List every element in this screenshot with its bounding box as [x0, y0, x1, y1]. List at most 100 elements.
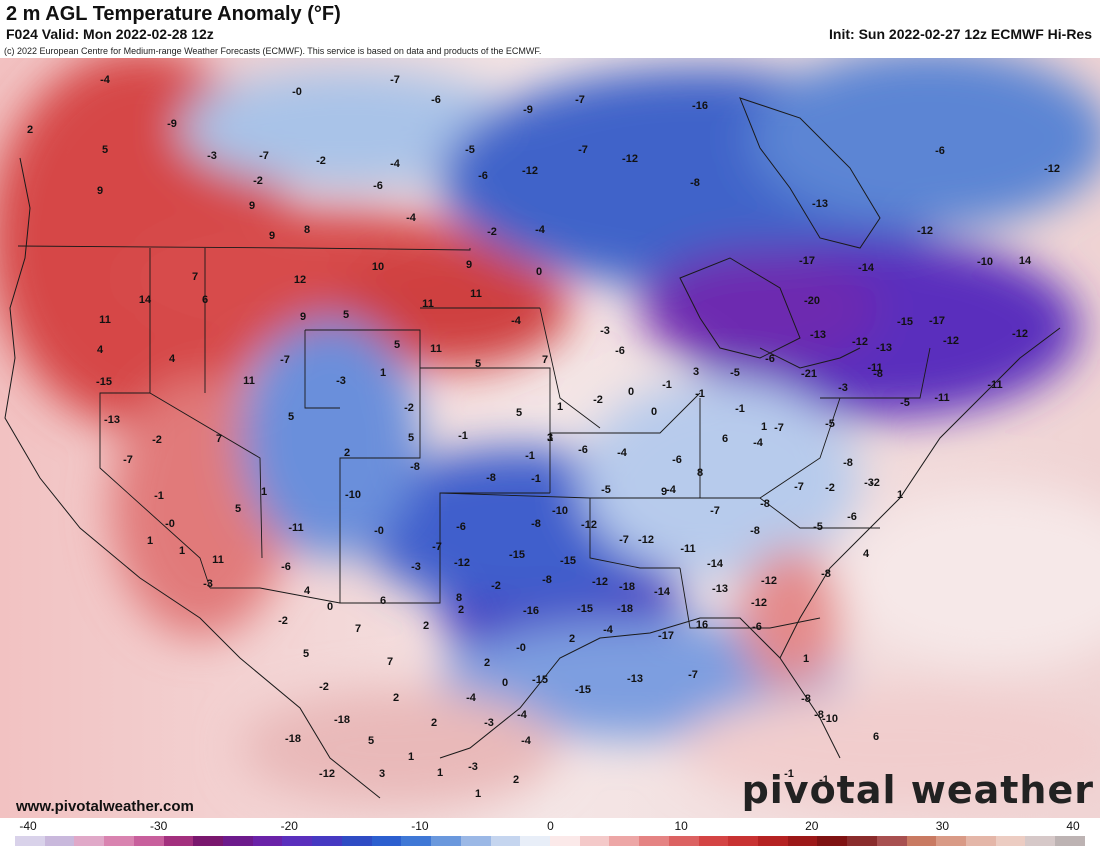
anomaly-value-label: 9 [96, 185, 104, 197]
anomaly-value-label: 1 [146, 535, 154, 547]
anomaly-value-label: -8 [843, 457, 853, 469]
anomaly-value-label: -8 [821, 568, 831, 580]
anomaly-value-label: 0 [627, 386, 635, 398]
anomaly-field [0, 58, 1100, 808]
anomaly-value-label: -13 [712, 583, 728, 595]
anomaly-value-label: -12 [917, 225, 933, 237]
anomaly-value-label: -8 [873, 368, 883, 380]
anomaly-value-label: 9 [248, 200, 256, 212]
anomaly-value-label: -1 [531, 473, 541, 485]
anomaly-value-label: -6 [281, 561, 291, 573]
anomaly-value-label: -15 [532, 674, 548, 686]
colorbar-swatch [223, 836, 253, 846]
anomaly-value-label: 6 [872, 731, 880, 743]
anomaly-value-label: -15 [575, 684, 591, 696]
anomaly-value-label: 9 [299, 311, 307, 323]
valid-time: F024 Valid: Mon 2022-02-28 12z [6, 26, 214, 42]
anomaly-value-label: 1 [379, 367, 387, 379]
anomaly-value-label: 9 [660, 486, 668, 498]
anomaly-value-label: -20 [804, 295, 820, 307]
anomaly-value-label: 11 [212, 554, 224, 566]
anomaly-value-label: -5 [825, 418, 835, 430]
anomaly-value-label: -7 [259, 150, 269, 162]
anomaly-value-label: -7 [432, 541, 442, 553]
anomaly-value-label: 0 [535, 266, 543, 278]
anomaly-value-label: -7 [578, 144, 588, 156]
colorbar-swatch [906, 836, 937, 846]
anomaly-value-label: -2 [825, 482, 835, 494]
anomaly-value-label: -12 [1012, 328, 1028, 340]
anomaly-value-label: -10 [977, 256, 993, 268]
colorbar-swatch [936, 836, 966, 846]
website-url[interactable]: www.pivotalweather.com [16, 798, 194, 815]
anomaly-value-label: 11 [99, 314, 111, 326]
anomaly-value-label: 2 [422, 620, 430, 632]
anomaly-value-label: -0 [165, 518, 175, 530]
colorbar-swatch [520, 836, 550, 846]
anomaly-value-label: -2 [491, 580, 501, 592]
colorbar-swatch [44, 836, 75, 846]
anomaly-value-label: 2 [430, 717, 438, 729]
anomaly-value-label: -12 [622, 153, 638, 165]
colorbar-swatch [609, 836, 640, 846]
anomaly-value-label: -5 [601, 484, 611, 496]
anomaly-value-label: -13 [812, 198, 828, 210]
colorbar-swatch [549, 836, 580, 846]
colorbar-swatch [757, 836, 788, 846]
anomaly-value-label: -12 [943, 335, 959, 347]
anomaly-value-label: -12 [454, 557, 470, 569]
anomaly-value-label: -15 [509, 549, 525, 561]
anomaly-value-label: 1 [556, 401, 564, 413]
anomaly-value-label: 1 [896, 489, 904, 501]
anomaly-value-label: 2 [483, 657, 491, 669]
anomaly-value-label: -8 [690, 177, 700, 189]
anomaly-value-label: 5 [515, 407, 523, 419]
anomaly-value-label: -11 [288, 522, 304, 534]
anomaly-value-label: 6 [721, 433, 729, 445]
anomaly-value-label: -9 [167, 118, 177, 130]
anomaly-map[interactable]: -4 -0 -7 -6 -9 -7 -16 2 -9 -3 -7 -2 -4 -5 -12 -12 -7 -8 5 9… [0, 58, 1100, 818]
colorbar-tick-label: 30 [935, 819, 950, 833]
anomaly-value-label: 5 [342, 309, 350, 321]
anomaly-value-label: -12 [761, 575, 777, 587]
anomaly-value-label: -5 [730, 367, 740, 379]
colorbar-swatch [371, 836, 402, 846]
anomaly-value-label: -12 [522, 165, 538, 177]
anomaly-value-label: 2 [457, 604, 465, 616]
anomaly-value-label: 1 [178, 545, 186, 557]
anomaly-value-label: -9 [523, 104, 533, 116]
anomaly-value-label: -4 [603, 624, 613, 636]
anomaly-value-label: -13 [810, 329, 826, 341]
anomaly-value-label: 4 [96, 344, 104, 356]
coastlines [4, 97, 1061, 799]
colorbar-tick-label: 40 [1066, 819, 1080, 833]
anomaly-value-label: 2 [392, 692, 400, 704]
anomaly-value-label: -7 [794, 481, 804, 493]
colorbar-tick-label: -10 [411, 819, 429, 833]
anomaly-value-label: 7 [215, 433, 223, 445]
anomaly-value-label: -4 [617, 447, 627, 459]
colorbar-tick-label: -20 [280, 819, 298, 833]
anomaly-value-label: -0 [374, 525, 384, 537]
anomaly-value-label: -8 [531, 518, 541, 530]
anomaly-value-label: -14 [654, 586, 670, 598]
anomaly-value-label: 4 [862, 548, 870, 560]
anomaly-value-label: -1 [735, 403, 745, 415]
colorbar-swatch [193, 836, 224, 846]
anomaly-value-label: -6 [478, 170, 488, 182]
anomaly-value-label: -3 [838, 382, 848, 394]
colorbar-swatch [282, 836, 313, 846]
colorbar-swatch [995, 836, 1026, 846]
anomaly-value-label: -4 [521, 735, 531, 747]
anomaly-value-label: 12 [293, 274, 307, 286]
anomaly-value-label: 8 [696, 467, 704, 479]
anomaly-value-label: -0 [292, 86, 302, 98]
colorbar-tick-label: -30 [149, 819, 168, 833]
colorbar-swatch [133, 836, 164, 846]
colorbar-swatch [104, 836, 134, 846]
colorbar-swatch [312, 836, 342, 846]
anomaly-value-label: -7 [774, 422, 784, 434]
anomaly-value-label: -6 [935, 145, 945, 157]
anomaly-value-label: -8 [542, 574, 552, 586]
anomaly-value-label: -4 [390, 158, 400, 170]
